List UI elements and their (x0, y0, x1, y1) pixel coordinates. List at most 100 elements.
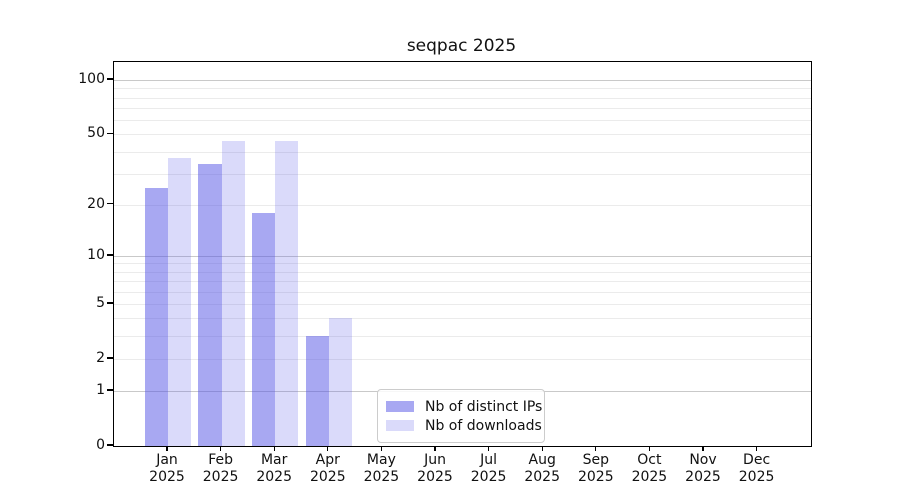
minor-gridline (114, 318, 811, 320)
legend-swatch-distinct-ips (386, 401, 414, 412)
x-tick-label: Dec 2025 (722, 452, 792, 486)
y-tick-label: 0 (96, 437, 105, 453)
major-gridline (114, 255, 811, 257)
bar-downloads-mar (275, 140, 299, 446)
minor-gridline (114, 97, 811, 99)
y-tick-label: 10 (87, 246, 105, 263)
x-tick-mark (273, 446, 275, 452)
bar-downloads-jan (168, 157, 192, 446)
minor-gridline (114, 271, 811, 273)
x-tick-month: Jan (156, 452, 178, 468)
minor-gridline (114, 291, 811, 293)
x-tick-month: Jun (424, 452, 446, 468)
x-tick-label: Jun 2025 (400, 452, 470, 486)
x-tick-year: 2025 (363, 469, 400, 485)
x-tick-label: Feb 2025 (186, 452, 256, 486)
x-tick-month: Jul (480, 452, 498, 468)
x-tick-label: May 2025 (346, 452, 416, 486)
x-tick-label: Aug 2025 (507, 452, 577, 486)
y-tick-label: 2 (96, 349, 105, 366)
x-tick-mark (219, 446, 222, 452)
bar-distinct-ips-jan (144, 187, 168, 446)
x-tick-mark (755, 446, 758, 452)
x-tick-year: 2025 (417, 469, 453, 485)
y-tick-label: 100 (78, 71, 105, 88)
minor-gridline (114, 336, 811, 338)
y-tick-label: 1 (96, 382, 105, 399)
y-tick-mark (107, 444, 113, 446)
minor-gridline (114, 263, 811, 265)
x-tick-month: Feb (208, 452, 233, 468)
y-tick-mark (107, 254, 113, 256)
x-tick-month: Nov (689, 452, 717, 468)
y-tick-mark (107, 202, 113, 205)
y-tick-mark (107, 389, 113, 391)
legend: Nb of distinct IPs Nb of downloads (377, 389, 545, 443)
x-tick-label: Jan 2025 (132, 452, 202, 486)
x-tick-year: 2025 (256, 469, 292, 485)
y-tick-label: 50 (87, 125, 105, 142)
x-tick-label: Nov 2025 (668, 452, 738, 486)
bars-layer (114, 62, 811, 446)
x-tick-year: 2025 (685, 469, 721, 485)
x-tick-month: Mar (260, 452, 288, 468)
x-tick-mark (487, 446, 490, 452)
legend-entry-distinct-ips: Nb of distinct IPs (386, 398, 542, 415)
y-tick-label: 20 (87, 195, 105, 212)
x-tick-month: Apr (315, 452, 340, 468)
x-tick-label: Sep 2025 (561, 452, 631, 486)
y-tick-mark (107, 357, 113, 359)
y-tick-mark (107, 132, 113, 134)
legend-swatch-downloads (386, 420, 414, 431)
minor-gridline (114, 303, 811, 305)
x-tick-mark (648, 446, 651, 452)
x-tick-label: Jul 2025 (454, 452, 524, 486)
plot-area (113, 61, 812, 447)
chart-title: seqpac 2025 (406, 36, 517, 56)
x-tick-month: Aug (528, 452, 556, 468)
minor-gridline (114, 358, 811, 360)
bar-distinct-ips-mar (251, 212, 276, 446)
bar-distinct-ips-apr (305, 336, 329, 446)
x-tick-label: Oct 2025 (614, 452, 684, 486)
bar-downloads-apr (328, 318, 353, 446)
legend-label-downloads: Nb of downloads (425, 417, 542, 434)
y-tick-mark (107, 302, 113, 304)
x-tick-month: May (366, 452, 396, 468)
minor-gridline (114, 173, 811, 175)
bar-distinct-ips-feb (198, 164, 222, 446)
minor-gridline (114, 120, 811, 121)
x-tick-month: Oct (637, 452, 662, 468)
x-tick-year: 2025 (202, 469, 239, 485)
legend-entry-downloads: Nb of downloads (386, 417, 542, 434)
minor-gridline (114, 107, 811, 109)
minor-gridline (114, 134, 811, 136)
x-tick-mark (166, 446, 168, 452)
x-tick-mark (595, 446, 597, 452)
x-tick-mark (380, 446, 383, 452)
minor-gridline (114, 88, 811, 90)
x-tick-mark (541, 446, 543, 452)
x-tick-year: 2025 (631, 469, 668, 485)
y-tick-label: 5 (96, 294, 105, 311)
x-tick-year: 2025 (577, 469, 614, 485)
bar-downloads-feb (221, 140, 245, 446)
major-gridline (114, 80, 811, 82)
x-tick-mark (434, 446, 436, 452)
x-tick-year: 2025 (149, 469, 185, 485)
legend-label-distinct-ips: Nb of distinct IPs (425, 398, 543, 415)
x-tick-year: 2025 (309, 469, 346, 485)
x-tick-label: Apr 2025 (293, 452, 363, 486)
minor-gridline (114, 281, 811, 283)
x-tick-label: Mar 2025 (239, 452, 309, 486)
x-tick-month: Sep (582, 452, 609, 468)
x-tick-year: 2025 (524, 469, 560, 485)
x-tick-mark (327, 446, 329, 452)
x-tick-mark (702, 446, 704, 452)
x-tick-year: 2025 (470, 469, 507, 485)
x-tick-year: 2025 (738, 469, 775, 485)
minor-gridline (114, 151, 811, 153)
x-tick-month: Dec (743, 452, 771, 468)
minor-gridline (114, 204, 811, 206)
